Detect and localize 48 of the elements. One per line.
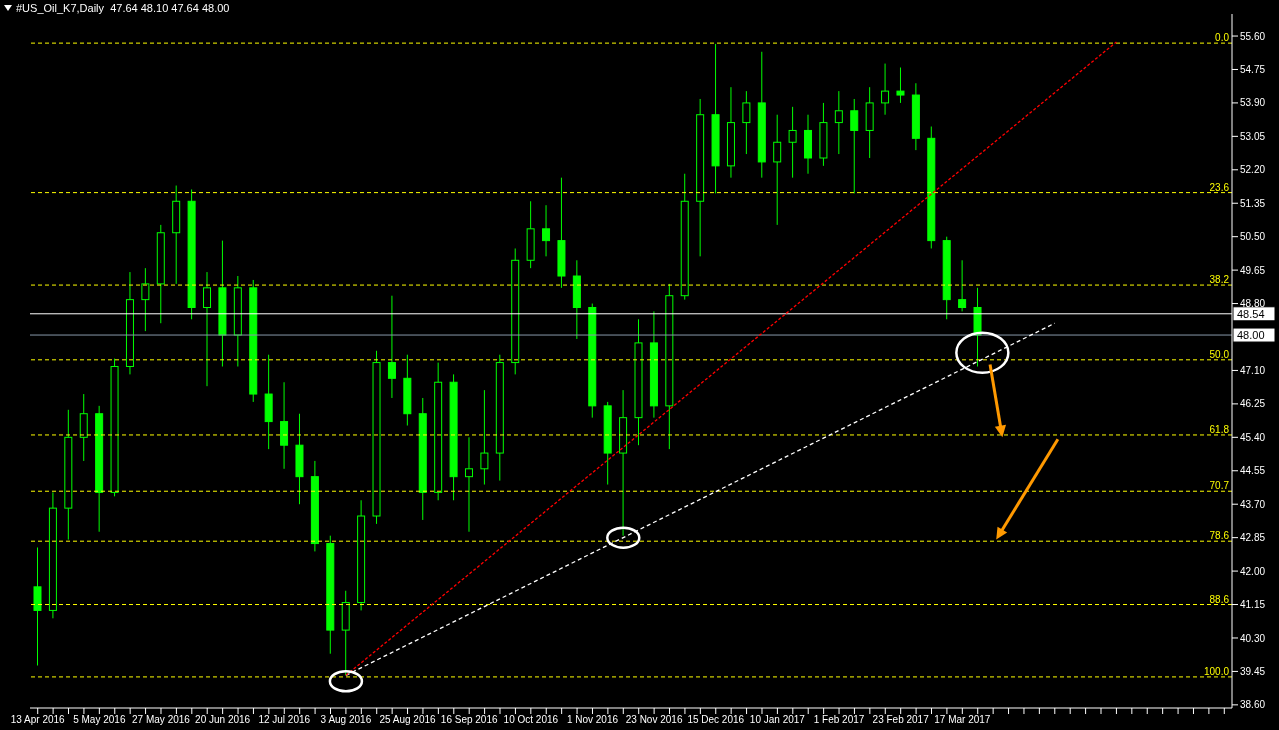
y-tick-label: 43.70 [1240, 498, 1266, 510]
x-tick-label: 13 Apr 2016 [10, 714, 66, 726]
annotation: 61.8 [1209, 423, 1230, 435]
ref-line-label: 48.00 [1237, 329, 1265, 342]
x-tick-label: 20 Jun 2016 [195, 714, 251, 726]
annotation: 0.0 [1215, 32, 1230, 44]
y-tick-label: 38.60 [1240, 699, 1266, 711]
x-tick-label: 1 Feb 2017 [813, 714, 865, 726]
annotation: 78.6 [1209, 530, 1230, 542]
y-tick-label: 44.55 [1240, 465, 1266, 477]
x-tick-label: 10 Jan 2017 [749, 714, 806, 726]
y-tick-label: 54.75 [1240, 64, 1266, 76]
x-tick-label: 16 Sep 2016 [440, 714, 498, 726]
x-tick-label: 1 Nov 2016 [566, 714, 619, 726]
x-tick-label: 3 Aug 2016 [320, 714, 372, 726]
x-tick-label: 15 Dec 2016 [687, 714, 745, 726]
x-tick-label: 23 Nov 2016 [625, 714, 683, 726]
y-tick-label: 42.85 [1240, 532, 1266, 544]
y-tick-label: 48.80 [1240, 298, 1266, 310]
y-tick-label: 41.15 [1240, 599, 1266, 611]
y-tick-label: 55.60 [1240, 30, 1266, 42]
y-tick-label: 39.45 [1240, 665, 1266, 677]
y-tick-label: 47.10 [1240, 364, 1266, 376]
annotation: 38.2 [1209, 274, 1230, 286]
x-tick-label: 12 Jul 2016 [258, 714, 311, 726]
annotation: 88.6 [1209, 593, 1230, 605]
x-tick-label: 27 May 2016 [132, 714, 191, 726]
y-tick-label: 53.05 [1240, 130, 1266, 142]
annotation: 70.7 [1209, 480, 1230, 492]
y-tick-label: 49.65 [1240, 264, 1266, 276]
y-tick-label: 42.00 [1240, 565, 1266, 577]
x-tick-label: 25 Aug 2016 [379, 714, 437, 726]
chart-title: #US_Oil_K7,Daily 47.64 48.10 47.64 48.00 [16, 2, 230, 14]
y-tick-label: 45.40 [1240, 431, 1266, 443]
x-tick-label: 23 Feb 2017 [872, 714, 930, 726]
x-tick-label: 5 May 2016 [73, 714, 126, 726]
annotation: 50.0 [1209, 348, 1230, 360]
y-tick-label: 50.50 [1240, 231, 1266, 243]
y-tick-label: 52.20 [1240, 164, 1266, 176]
y-tick-label: 51.35 [1240, 197, 1266, 209]
y-tick-label: 46.25 [1240, 398, 1266, 410]
y-tick-label: 40.30 [1240, 632, 1266, 644]
annotation: 23.6 [1209, 181, 1230, 193]
x-tick-label: 17 Mar 2017 [934, 714, 991, 726]
annotation: 100.0 [1203, 665, 1230, 677]
y-tick-label: 53.90 [1240, 97, 1266, 109]
x-tick-label: 10 Oct 2016 [503, 714, 559, 726]
ref-line-label: 48.54 [1237, 307, 1265, 320]
